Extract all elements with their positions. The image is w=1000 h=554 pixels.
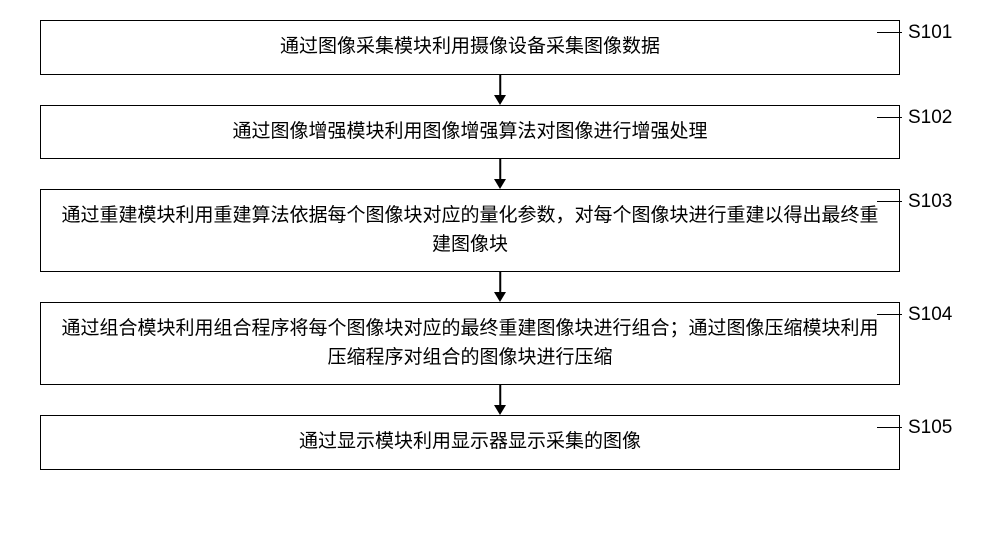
step-label-s104: S104	[908, 304, 952, 326]
arrow-line	[499, 159, 501, 181]
step-row-2: 通过图像增强模块利用图像增强算法对图像进行增强处理 S102	[40, 105, 960, 160]
step-id: S102	[908, 107, 952, 128]
step-label-s101: S101	[908, 22, 952, 44]
arrow-1	[70, 75, 930, 105]
step-text: 通过显示模块利用显示器显示采集的图像	[299, 428, 641, 457]
step-label-s103: S103	[908, 191, 952, 213]
arrow-2	[70, 159, 930, 189]
arrow-head-icon	[494, 292, 506, 302]
arrow-head-icon	[494, 95, 506, 105]
step-text: 通过重建模块利用重建算法依据每个图像块对应的量化参数，对每个图像块进行重建以得出…	[61, 202, 879, 259]
step-id: S104	[908, 304, 952, 325]
step-row-3: 通过重建模块利用重建算法依据每个图像块对应的量化参数，对每个图像块进行重建以得出…	[40, 189, 960, 272]
step-box-s103: 通过重建模块利用重建算法依据每个图像块对应的量化参数，对每个图像块进行重建以得出…	[40, 189, 900, 272]
step-box-s105: 通过显示模块利用显示器显示采集的图像	[40, 415, 900, 470]
step-row-5: 通过显示模块利用显示器显示采集的图像 S105	[40, 415, 960, 470]
arrow-head-icon	[494, 405, 506, 415]
label-connector-line	[877, 427, 902, 428]
step-box-s101: 通过图像采集模块利用摄像设备采集图像数据	[40, 20, 900, 75]
label-connector-line	[877, 32, 902, 33]
arrow-line	[499, 385, 501, 407]
arrow-line	[499, 75, 501, 97]
step-id: S101	[908, 22, 952, 43]
step-row-1: 通过图像采集模块利用摄像设备采集图像数据 S101	[40, 20, 960, 75]
label-connector-line	[877, 201, 902, 202]
label-connector-line	[877, 117, 902, 118]
step-label-s105: S105	[908, 417, 952, 439]
step-text: 通过组合模块利用组合程序将每个图像块对应的最终重建图像块进行组合；通过图像压缩模…	[61, 315, 879, 372]
step-id: S103	[908, 191, 952, 212]
step-text: 通过图像增强模块利用图像增强算法对图像进行增强处理	[232, 118, 707, 147]
step-box-s104: 通过组合模块利用组合程序将每个图像块对应的最终重建图像块进行组合；通过图像压缩模…	[40, 302, 900, 385]
step-row-4: 通过组合模块利用组合程序将每个图像块对应的最终重建图像块进行组合；通过图像压缩模…	[40, 302, 960, 385]
label-connector-line	[877, 314, 902, 315]
flowchart-container: 通过图像采集模块利用摄像设备采集图像数据 S101 通过图像增强模块利用图像增强…	[40, 20, 960, 470]
arrow-4	[70, 385, 930, 415]
step-id: S105	[908, 417, 952, 438]
arrow-head-icon	[494, 179, 506, 189]
step-label-s102: S102	[908, 107, 952, 129]
arrow-line	[499, 272, 501, 294]
arrow-3	[70, 272, 930, 302]
step-text: 通过图像采集模块利用摄像设备采集图像数据	[280, 33, 660, 62]
step-box-s102: 通过图像增强模块利用图像增强算法对图像进行增强处理	[40, 105, 900, 160]
